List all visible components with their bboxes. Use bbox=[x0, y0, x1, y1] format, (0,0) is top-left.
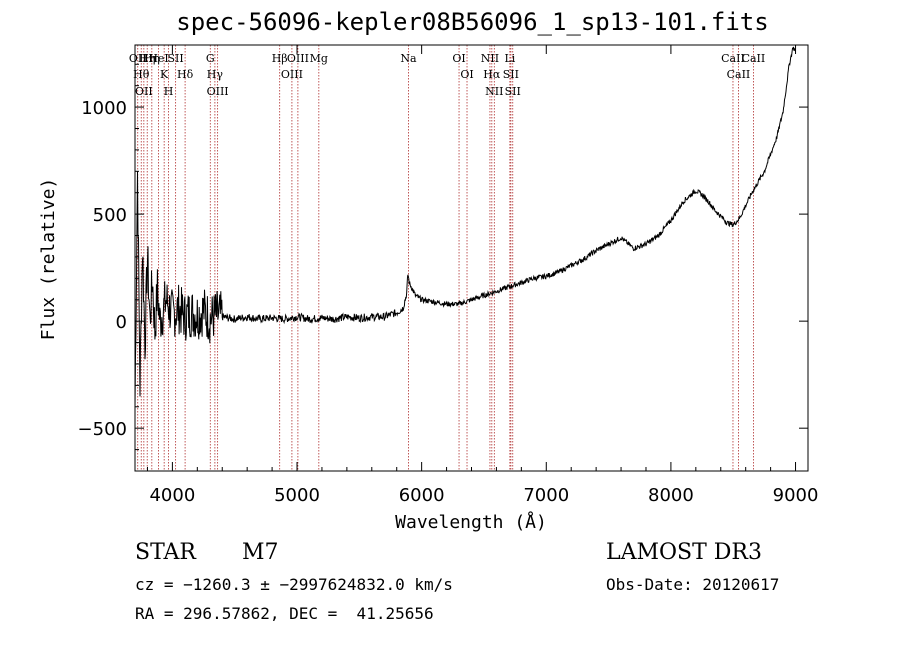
spectral-line-label: SII bbox=[503, 68, 519, 81]
spectral-line-label: H bbox=[164, 85, 174, 98]
x-axis-label: Wavelength (Å) bbox=[395, 511, 547, 533]
coordinates: RA = 296.57862, DEC = 41.25656 bbox=[135, 604, 434, 623]
spectral-line-label: OI bbox=[460, 68, 473, 81]
observation-date: Obs-Date: 20120617 bbox=[606, 575, 780, 594]
spectral-line-label: Hα bbox=[483, 68, 501, 81]
x-tick-label: 8000 bbox=[648, 485, 694, 506]
spectral-line-label: Mg bbox=[310, 52, 328, 65]
y-tick-label: −500 bbox=[78, 419, 127, 440]
survey-name: LAMOST DR3 bbox=[606, 540, 762, 565]
spectral-line-label: OIII bbox=[287, 52, 309, 65]
spectral-line-label: Li bbox=[504, 52, 515, 65]
spectral-line-label: CaII bbox=[727, 68, 751, 81]
spectral-line-label: Na bbox=[400, 52, 417, 65]
spectral-line-label: SII bbox=[168, 52, 184, 65]
spectral-line-label: Hη bbox=[139, 52, 155, 65]
spectral-line-label: SII bbox=[505, 85, 521, 98]
y-tick-label: 500 bbox=[93, 205, 127, 226]
redshift-line: cz = −1260.3 ± −2997624832.0 km/s bbox=[135, 575, 453, 594]
x-tick-label: 7000 bbox=[523, 485, 569, 506]
spectral-line-label: NII bbox=[481, 52, 499, 65]
chart-title: spec-56096-kepler08B56096_1_sp13-101.fit… bbox=[176, 8, 769, 36]
spectral-line-label: OII bbox=[129, 52, 147, 65]
x-tick-label: 9000 bbox=[773, 485, 819, 506]
object-class: STAR bbox=[135, 540, 196, 565]
spectral-line-label: OII bbox=[135, 85, 153, 98]
spectral-lines bbox=[137, 45, 754, 471]
spectral-line-label: OIII bbox=[207, 85, 229, 98]
spectral-line-label: K bbox=[160, 68, 169, 81]
spectral-line-label: CaII bbox=[742, 52, 766, 65]
spectral-line-label: Hη bbox=[144, 52, 160, 65]
y-tick-label: 1000 bbox=[81, 98, 127, 119]
spectral-line-label: NII bbox=[485, 85, 503, 98]
plot-frame bbox=[134, 44, 809, 472]
spectral-line-label: CaII bbox=[721, 52, 745, 65]
spectral-line-label: Hδ bbox=[177, 68, 194, 81]
spectral-line-label: Hγ bbox=[207, 68, 224, 81]
object-subclass: M7 bbox=[242, 540, 279, 565]
x-tick-label: 4000 bbox=[149, 485, 195, 506]
spectral-line-label: OI bbox=[452, 52, 465, 65]
axes: 4000 5000 6000 7000 8000 9000 −500 0 500 1000 bbox=[78, 45, 819, 506]
y-axis-label: Flux (relative) bbox=[38, 178, 59, 341]
spectral-line-label: OIII bbox=[281, 68, 303, 81]
spectral-line-label: Hβ bbox=[272, 52, 288, 65]
flux-series-line bbox=[134, 46, 796, 408]
y-tick-label: 0 bbox=[116, 312, 127, 333]
spectral-line-label: G bbox=[206, 52, 215, 65]
spectral-line-label: Hθ bbox=[133, 68, 150, 81]
spectral-line-label: HeI bbox=[148, 52, 168, 65]
x-tick-label: 6000 bbox=[399, 485, 445, 506]
x-tick-label: 5000 bbox=[274, 485, 320, 506]
